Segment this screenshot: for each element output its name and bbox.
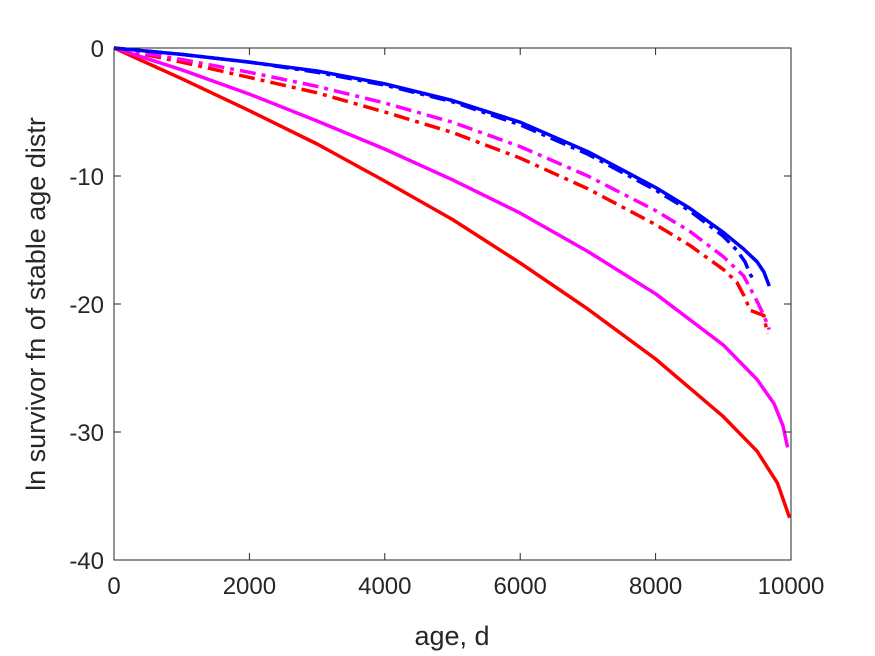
series-line-5 — [113, 46, 756, 282]
series-line-3 — [113, 46, 770, 334]
series-line-1 — [113, 46, 792, 519]
y-tick-label: -40 — [69, 548, 104, 575]
x-tick-label: 2000 — [223, 573, 276, 600]
x-tick-label: 4000 — [358, 573, 411, 600]
x-tick-label: 10000 — [758, 573, 825, 600]
y-tick-label: 0 — [91, 36, 104, 63]
x-axis-label: age, d — [414, 621, 489, 651]
x-tick-label: 8000 — [629, 573, 682, 600]
y-tick-label: -20 — [69, 292, 104, 319]
x-tick-label: 0 — [107, 573, 120, 600]
series-line-2 — [113, 46, 790, 448]
series-line-4 — [113, 46, 771, 331]
y-axis-label: ln survivor fn of stable age distr — [21, 117, 51, 491]
y-tick-label: -30 — [69, 420, 104, 447]
ticks-layer: 0 2000 4000 6000 8000 10000 0 -10 -20 -30 -40 — [69, 36, 824, 600]
series-line-6 — [113, 46, 771, 287]
y-tick-label: -10 — [69, 164, 104, 191]
series-layer — [113, 46, 792, 519]
x-tick-label: 6000 — [494, 573, 547, 600]
